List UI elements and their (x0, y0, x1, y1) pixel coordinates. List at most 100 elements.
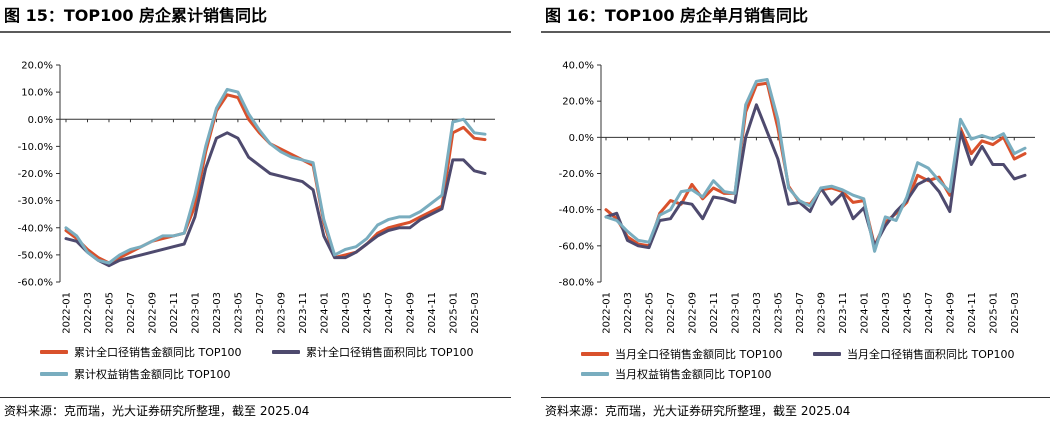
legend-item-area: 当月全口径销售面积同比 TOP100 (813, 346, 1015, 362)
data-point-equity (376, 223, 379, 227)
data-point-equity (408, 215, 411, 219)
data-point-area (183, 242, 186, 246)
data-point-equity (483, 133, 487, 136)
data-point-equity (862, 197, 865, 200)
data-point-equity (161, 234, 164, 238)
x-tick-label: 2023-11 (838, 292, 849, 334)
data-point-area (744, 136, 747, 139)
data-point-area (107, 264, 111, 267)
data-point-equity (658, 213, 661, 217)
x-tick-label: 2023-09 (276, 292, 287, 334)
right-panel: 图 16：TOP100 房企单月销售同比 40.0% 20.0% 0.0% -20.0… (541, 0, 1054, 423)
data-point-equity (712, 179, 715, 182)
data-point-area (311, 188, 315, 191)
legend-swatch-area (272, 350, 300, 354)
series-line-equity (64, 87, 487, 265)
x-tick-label: 2024-09 (945, 292, 956, 334)
data-point-equity (354, 245, 358, 248)
data-point-equity (626, 230, 629, 233)
monthly-sales-chart: 40.0% 20.0% 0.0% -20.0% -40.0% -60.0% -80.0% 20… (559, 61, 1035, 334)
x-tick-label: 2025-03 (470, 292, 481, 334)
data-point-area (916, 183, 919, 186)
data-point-area (669, 217, 672, 220)
data-point-equity (766, 78, 769, 81)
data-point-amount (387, 226, 390, 229)
data-point-amount (1023, 152, 1027, 155)
data-point-area (626, 239, 629, 242)
y-tick-label: -80.0% (559, 278, 594, 289)
data-point-area (354, 251, 358, 254)
legend-label-area: 当月全口径销售面积同比 TOP100 (847, 348, 1015, 361)
data-point-equity (841, 188, 844, 191)
data-point-amount (916, 174, 919, 177)
x-tick-label: 2022-11 (709, 292, 720, 334)
data-point-equity (1013, 152, 1016, 155)
data-point-amount (397, 223, 401, 227)
y-tick-label: -30.0% (18, 196, 53, 207)
legend-item-amount: 累计全口径销售金额同比 TOP100 (40, 344, 242, 360)
data-point-equity (322, 218, 325, 221)
data-point-area (808, 210, 812, 213)
data-point-amount (344, 253, 347, 257)
data-point-amount (376, 232, 379, 235)
data-point-equity (129, 248, 132, 251)
data-point-area (1023, 174, 1027, 177)
x-tick-label: 2023-01 (190, 292, 201, 334)
data-point-area (290, 177, 293, 181)
data-point-area (462, 158, 465, 162)
data-point-equity (183, 232, 186, 235)
data-point-equity (140, 245, 143, 248)
data-point-amount (430, 210, 433, 213)
data-point-area (970, 163, 973, 166)
legend-item-equity: 累计权益销售金额同比 TOP100 (40, 366, 231, 382)
data-point-equity (723, 190, 726, 193)
data-point-area (991, 163, 994, 166)
data-point-equity (226, 88, 229, 91)
data-point-area (64, 237, 68, 240)
data-point-equity (970, 137, 973, 141)
data-point-area (841, 192, 844, 195)
data-point-area (755, 103, 758, 107)
data-point-area (690, 203, 694, 206)
data-point-amount (669, 199, 672, 202)
x-tick-label: 2022-03 (623, 292, 634, 334)
data-point-area (419, 218, 422, 221)
series-line-area (64, 131, 487, 268)
x-tick-label: 2023-03 (752, 292, 763, 334)
data-point-equity (97, 259, 100, 262)
data-point-amount (408, 221, 411, 224)
data-point-equity (290, 156, 293, 159)
data-point-area (161, 248, 164, 251)
data-point-area (787, 203, 790, 206)
figure-title: 图 16：TOP100 房企单月销售同比 (545, 6, 809, 25)
y-tick-label: -10.0% (18, 142, 53, 153)
data-point-equity (690, 188, 694, 191)
x-tick-label: 2022-09 (687, 292, 698, 334)
data-point-equity (873, 250, 876, 253)
legend-item-equity: 当月权益销售金额同比 TOP100 (581, 366, 772, 382)
data-point-amount (604, 208, 608, 211)
data-point-equity (215, 107, 218, 110)
data-point-amount (483, 138, 487, 141)
data-point-equity (430, 202, 433, 205)
data-point-equity (462, 118, 465, 121)
x-tick-label: 2022-05 (104, 292, 115, 334)
x-tick-label: 2024-01 (859, 292, 870, 334)
data-point-equity (637, 239, 640, 242)
x-tick-label: 2024-05 (902, 292, 913, 334)
series-line-amount (64, 93, 487, 265)
data-point-equity (905, 195, 908, 199)
y-tick-label: 20.0% (562, 97, 594, 108)
x-tick-label: 2023-05 (773, 292, 784, 334)
data-point-equity (75, 234, 78, 238)
x-tick-label: 2022-05 (644, 292, 655, 334)
legend-label-area: 累计全口径销售面积同比 TOP100 (306, 346, 474, 359)
data-point-area (118, 259, 121, 262)
data-point-area (712, 195, 715, 199)
data-point-amount (991, 143, 994, 146)
data-point-equity (948, 190, 951, 193)
x-tick-label: 2023-11 (298, 292, 309, 334)
data-point-area (279, 175, 283, 178)
data-point-area (430, 213, 433, 216)
data-point-equity (387, 218, 390, 221)
